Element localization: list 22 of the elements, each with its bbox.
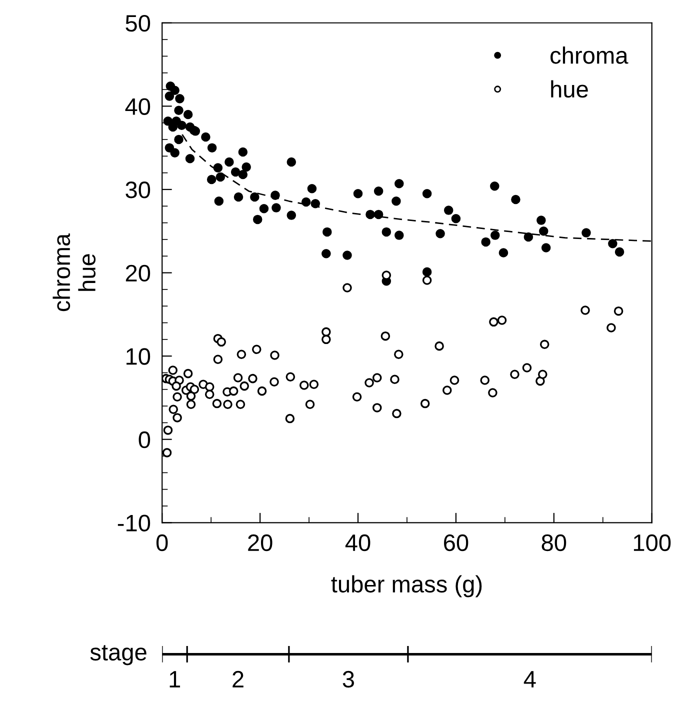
y-tick-label: 30 (126, 182, 150, 198)
y-tick-label: 10 (126, 348, 150, 365)
x-tick-label: 60 (444, 534, 468, 552)
legend-label: hue (551, 80, 588, 98)
y-tick-label: -10 (118, 514, 150, 532)
x-tick-label: 20 (248, 534, 272, 552)
x-tick-label: 40 (345, 534, 370, 552)
y-tick-label: 40 (125, 98, 150, 115)
x-tick-label: 100 (634, 534, 671, 552)
series-label: 4 (524, 671, 536, 688)
legend-label: chroma (550, 46, 628, 64)
y-tick-label: 50 (126, 14, 150, 32)
y-tick-label: 20 (126, 264, 150, 282)
y-axis-title: stage (90, 645, 146, 666)
x-tick-label: 80 (542, 534, 566, 552)
legend-label: 1 (170, 671, 180, 688)
series-label: 3 (342, 670, 354, 688)
x-axis-title: tuber mass (g) (331, 575, 482, 598)
y-axis-title: chroma hue (52, 233, 96, 312)
series-label: 2 (232, 670, 244, 688)
x-tick-label: 0 (156, 534, 168, 552)
y-tick-label: 0 (138, 431, 150, 448)
